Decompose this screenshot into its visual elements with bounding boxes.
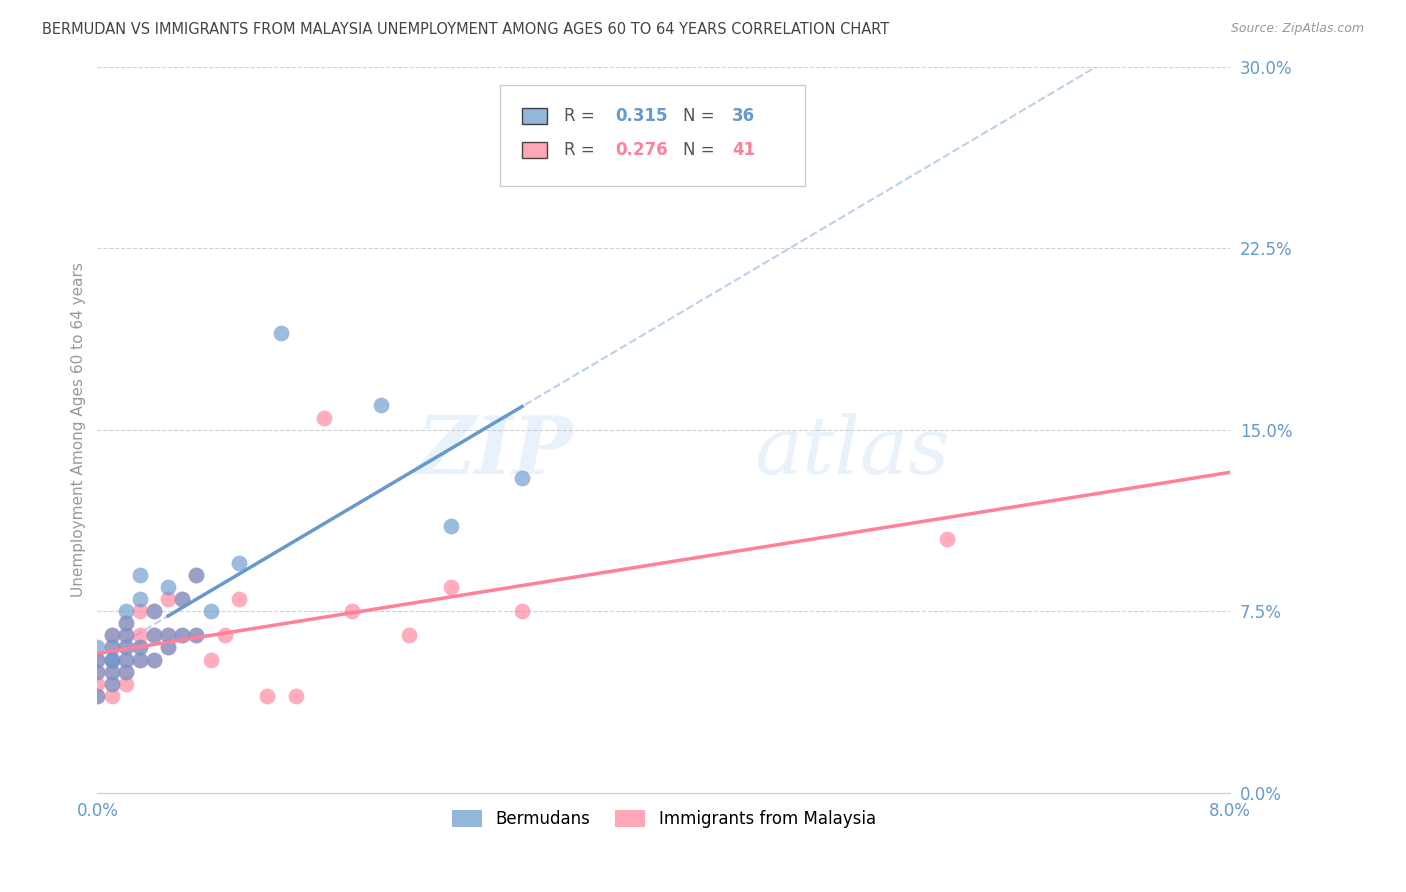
Point: [114, 628, 136, 642]
Point: [100, 665, 122, 679]
Point: [114, 652, 136, 666]
Text: 0.276: 0.276: [614, 141, 668, 159]
Point: [214, 628, 236, 642]
Text: 41: 41: [731, 141, 755, 159]
FancyBboxPatch shape: [522, 108, 547, 124]
Point: [114, 677, 136, 691]
Point: [186, 567, 208, 582]
Point: [100, 677, 122, 691]
Point: [128, 567, 150, 582]
Point: [128, 640, 150, 655]
Point: [510, 471, 533, 485]
Point: [100, 652, 122, 666]
Text: N =: N =: [683, 141, 720, 159]
Point: [114, 652, 136, 666]
Point: [440, 519, 463, 533]
Point: [936, 532, 959, 546]
Legend: Bermudans, Immigrants from Malaysia: Bermudans, Immigrants from Malaysia: [446, 804, 883, 835]
Point: [128, 628, 150, 642]
Point: [228, 556, 250, 570]
Text: N =: N =: [683, 107, 720, 125]
Point: [86, 652, 108, 666]
Point: [510, 604, 533, 618]
Point: [157, 640, 180, 655]
Point: [172, 592, 194, 607]
Point: [86, 640, 108, 655]
Point: [128, 640, 150, 655]
Point: [86, 665, 108, 679]
Point: [86, 689, 108, 703]
Point: [86, 677, 108, 691]
Text: atlas: atlas: [755, 413, 950, 491]
Point: [200, 652, 222, 666]
Point: [100, 652, 122, 666]
Point: [157, 580, 180, 594]
Point: [143, 604, 166, 618]
Point: [100, 640, 122, 655]
Point: [200, 604, 222, 618]
Point: [114, 604, 136, 618]
Point: [157, 592, 180, 607]
Point: [100, 677, 122, 691]
Point: [143, 652, 166, 666]
Point: [100, 628, 122, 642]
Text: Source: ZipAtlas.com: Source: ZipAtlas.com: [1230, 22, 1364, 36]
Text: ZIP: ZIP: [416, 413, 574, 491]
Point: [186, 628, 208, 642]
Point: [398, 628, 420, 642]
Point: [157, 640, 180, 655]
Point: [114, 640, 136, 655]
Point: [284, 689, 307, 703]
Text: R =: R =: [564, 141, 600, 159]
Text: 36: 36: [731, 107, 755, 125]
Point: [143, 604, 166, 618]
Point: [114, 665, 136, 679]
Point: [143, 628, 166, 642]
Point: [143, 628, 166, 642]
Point: [186, 628, 208, 642]
Point: [100, 652, 122, 666]
Point: [86, 689, 108, 703]
Point: [114, 640, 136, 655]
Point: [228, 592, 250, 607]
Point: [172, 628, 194, 642]
FancyBboxPatch shape: [499, 85, 806, 186]
Point: [114, 616, 136, 631]
Point: [128, 652, 150, 666]
Point: [256, 689, 278, 703]
Point: [100, 689, 122, 703]
Y-axis label: Unemployment Among Ages 60 to 64 years: Unemployment Among Ages 60 to 64 years: [72, 262, 86, 597]
Point: [143, 652, 166, 666]
Text: BERMUDAN VS IMMIGRANTS FROM MALAYSIA UNEMPLOYMENT AMONG AGES 60 TO 64 YEARS CORR: BERMUDAN VS IMMIGRANTS FROM MALAYSIA UNE…: [42, 22, 890, 37]
Point: [100, 640, 122, 655]
Point: [86, 652, 108, 666]
Point: [100, 628, 122, 642]
Point: [128, 592, 150, 607]
Point: [312, 410, 335, 425]
Point: [172, 592, 194, 607]
Point: [270, 326, 292, 340]
Point: [440, 580, 463, 594]
Text: R =: R =: [564, 107, 600, 125]
Point: [100, 665, 122, 679]
Point: [114, 665, 136, 679]
Point: [114, 628, 136, 642]
Text: 0.315: 0.315: [614, 107, 668, 125]
Point: [157, 628, 180, 642]
Point: [157, 628, 180, 642]
Point: [172, 628, 194, 642]
Point: [186, 567, 208, 582]
Point: [128, 652, 150, 666]
FancyBboxPatch shape: [522, 142, 547, 158]
Point: [128, 604, 150, 618]
Point: [86, 665, 108, 679]
Point: [114, 616, 136, 631]
Point: [370, 399, 392, 413]
Point: [342, 604, 364, 618]
